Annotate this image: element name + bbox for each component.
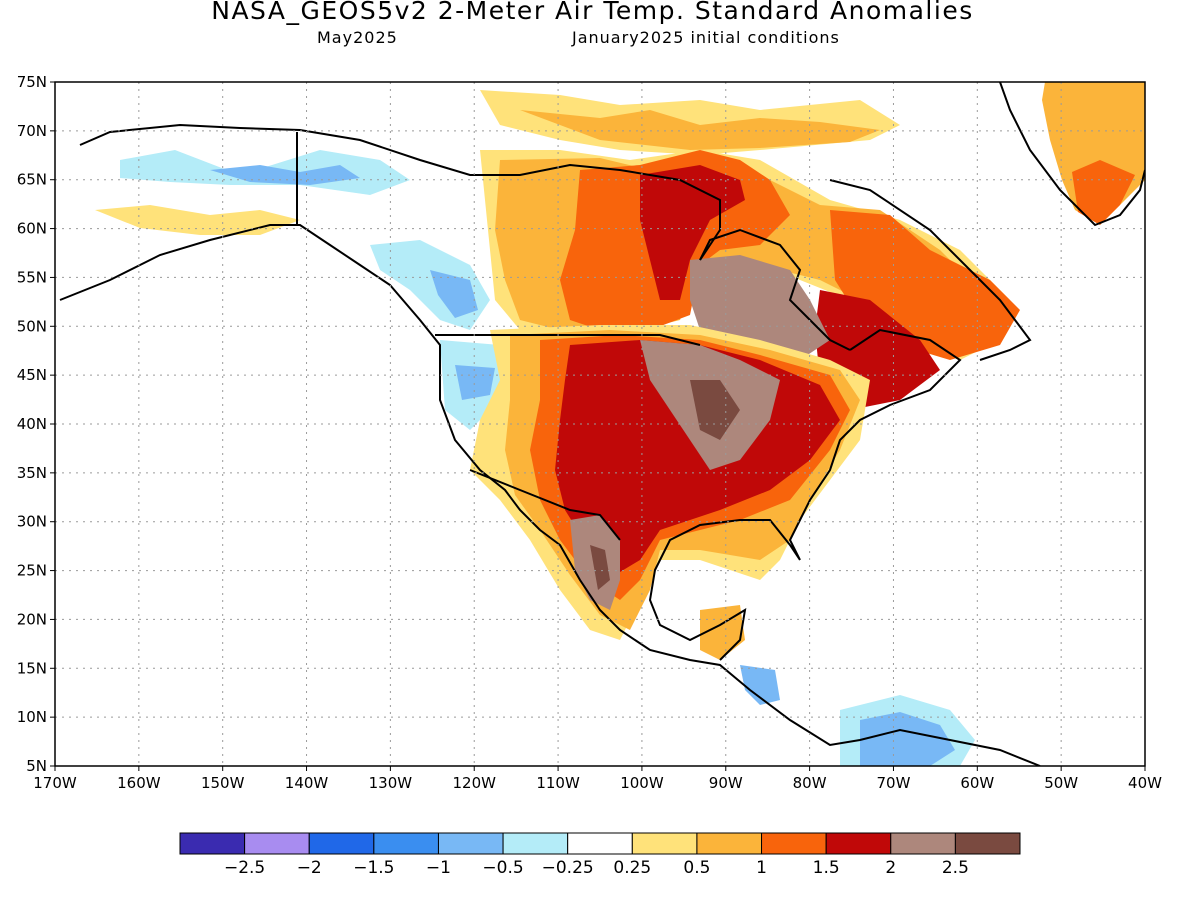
- anomaly-shading-mexico-darkbrown: [590, 545, 610, 590]
- lat-label: 10N: [17, 708, 47, 726]
- lat-label: 30N: [17, 513, 47, 531]
- coastlines: [59, 82, 1145, 766]
- lon-label: 80W: [793, 774, 827, 792]
- colorbar-swatch: [437, 832, 504, 855]
- colorbar-label: −0.5: [482, 858, 523, 878]
- lon-labels: 170W 160W 150W 140W 130W 120W 110W 100W 90W 80W 70…: [33, 766, 1162, 792]
- colorbar-label: −0.25: [542, 858, 594, 878]
- lon-label: 40W: [1128, 774, 1162, 792]
- anomaly-shading-alaska-warm: [95, 205, 300, 235]
- lon-label: 120W: [452, 774, 496, 792]
- anomaly-shading-arctic-warm-2: [520, 110, 880, 150]
- lat-label: 55N: [17, 268, 47, 286]
- lon-label: 150W: [201, 774, 245, 792]
- lon-gridlines: [138, 82, 1062, 766]
- colorbar-label: −1: [426, 858, 451, 878]
- anomaly-shading-midwest-darkbrown: [690, 380, 740, 440]
- lat-label: 45N: [17, 366, 47, 384]
- colorbar-label: 2: [885, 858, 896, 878]
- lon-label: 110W: [536, 774, 580, 792]
- lat-label: 60N: [17, 220, 47, 238]
- lon-label: 130W: [369, 774, 413, 792]
- anomaly-shading-greenland-south: [1072, 160, 1135, 225]
- lat-label: 20N: [17, 610, 47, 628]
- colorbar-swatch: [825, 832, 892, 855]
- lon-label: 90W: [709, 774, 743, 792]
- colorbar-swatch: [696, 832, 763, 855]
- colorbar-label: 0.5: [683, 858, 710, 878]
- colorbar-swatch: [761, 832, 827, 855]
- colorbar-swatch: [502, 832, 569, 855]
- coastline-greenland: [999, 82, 1145, 227]
- lon-label: 50W: [1044, 774, 1078, 792]
- lon-label: 100W: [620, 774, 664, 792]
- colorbar-label: −2.5: [224, 858, 265, 878]
- lat-label: 75N: [17, 73, 47, 91]
- lat-label: 70N: [17, 122, 47, 140]
- lon-label: 60W: [960, 774, 994, 792]
- coastline-alaska: [59, 224, 1041, 766]
- lon-label: 140W: [285, 774, 329, 792]
- border-us-canada: [435, 334, 701, 346]
- anomaly-shading-pnw-cool-core: [455, 365, 495, 400]
- colorbar-label: 1.5: [813, 858, 840, 878]
- lat-label: 40N: [17, 415, 47, 433]
- lat-label: 50N: [17, 317, 47, 335]
- lat-label: 65N: [17, 171, 47, 189]
- border-us-mexico: [469, 469, 621, 541]
- anomaly-shading-bc-cool: [370, 240, 490, 330]
- forecast-month: May2025: [317, 28, 398, 47]
- colorbar-swatch: [890, 832, 956, 855]
- coastline-arctic: [79, 123, 721, 261]
- lon-label: 160W: [117, 774, 161, 792]
- anomaly-shading-honduras-cool: [740, 665, 780, 705]
- lat-label: 5N: [26, 757, 47, 775]
- colorbar-label: 2.5: [942, 858, 969, 878]
- lon-label: 70W: [877, 774, 911, 792]
- colorbar-label: −1.5: [353, 858, 394, 878]
- anomaly-shading-bc-cool-core: [430, 270, 478, 318]
- colorbar-label: 0.25: [613, 858, 651, 878]
- colorbar-swatch: [373, 832, 439, 855]
- anomaly-shading-southamerica-cool-core: [860, 712, 955, 766]
- lat-label: 15N: [17, 659, 47, 677]
- lat-label: 25N: [17, 562, 47, 580]
- colorbar-swatch: [308, 832, 375, 855]
- coastline-hudson-bay: [699, 228, 851, 351]
- colorbar-labels: −2.5 −2 −1.5 −1 −0.5 −0.25 0.25 0.5 1 1.5 2 2.5: [224, 858, 969, 878]
- coastline-labrador: [829, 179, 1032, 361]
- colorbar-label: −2: [297, 858, 322, 878]
- lon-label: 170W: [33, 774, 77, 792]
- map-title: NASA_GEOS5v2 2-Meter Air Temp. Standard …: [211, 0, 974, 25]
- lat-labels: 75N 70N 65N 60N 55N 50N 45N 40N 35N 30N 25N 20N 15N 1…: [17, 73, 55, 775]
- colorbar-swatch: [631, 832, 698, 855]
- colorbar-swatch: [179, 832, 246, 855]
- colorbar-swatch: [244, 832, 310, 855]
- lat-label: 35N: [17, 464, 47, 482]
- colorbar: [179, 832, 1021, 855]
- colorbar-swatch: [954, 832, 1021, 855]
- colorbar-swatch: [567, 832, 633, 855]
- colorbar-label: 1: [756, 858, 767, 878]
- coastline-east: [648, 328, 962, 661]
- initial-conditions: January2025 initial conditions: [572, 28, 840, 47]
